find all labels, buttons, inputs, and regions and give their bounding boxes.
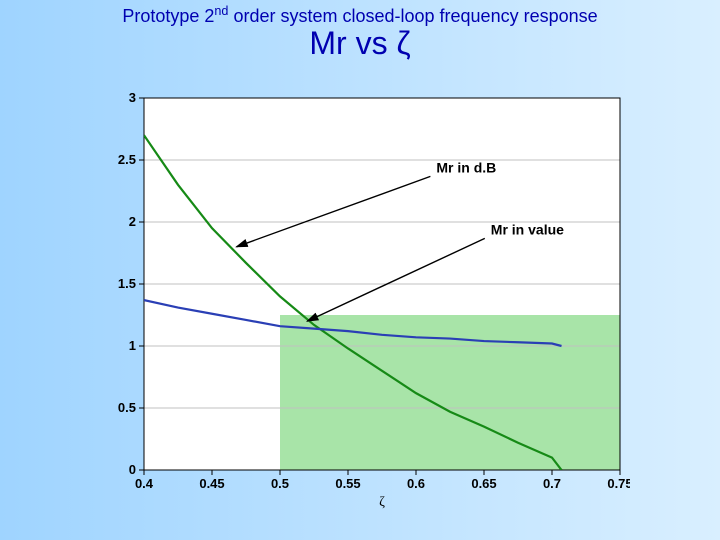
annotation-label: Mr in value [491,221,564,237]
x-tick-label: 0.7 [543,476,561,491]
x-tick-label: 0.65 [471,476,496,491]
x-axis-title: ζ [379,495,385,510]
y-tick-label: 1.5 [118,276,136,291]
x-tick-label: 0.4 [135,476,154,491]
slide: Prototype 2nd order system closed-loop f… [0,0,720,540]
annotation-label: Mr in d.B [436,159,496,175]
title-line1: Prototype 2nd order system closed-loop f… [0,6,720,27]
x-tick-label: 0.45 [199,476,224,491]
chart-svg: 0 0.5 1 1.5 2 2.5 3 0.4 0.45 0.5 0.55 0.6 0.65 0.7 0.7… [110,92,630,512]
x-tick-label: 0.5 [271,476,289,491]
y-tick-label: 0.5 [118,400,136,415]
title-line2: Mr vs ζ [0,25,720,62]
x-tick-label: 0.6 [407,476,425,491]
chart: 0 0.5 1 1.5 2 2.5 3 0.4 0.45 0.5 0.55 0.6 0.65 0.7 0.7… [110,92,630,512]
y-tick-label: 0 [129,462,136,477]
x-tick-label: 0.55 [335,476,360,491]
y-tick-label: 3 [129,92,136,105]
y-tick-label: 2.5 [118,152,136,167]
y-tick-label: 1 [129,338,136,353]
x-tick-label: 0.75 [607,476,630,491]
y-tick-label: 2 [129,214,136,229]
title-block: Prototype 2nd order system closed-loop f… [0,6,720,62]
